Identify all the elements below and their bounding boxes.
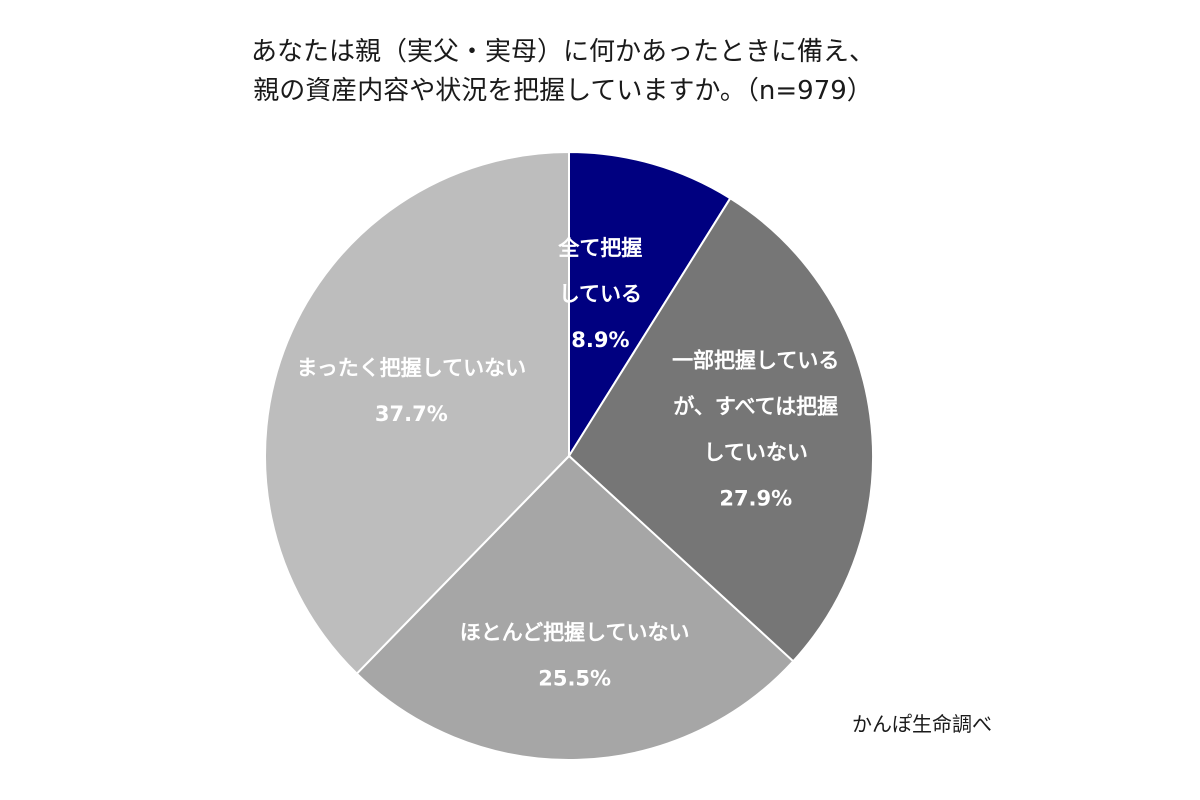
pie-slice-3 (355, 454, 795, 761)
slice-4-label-line: まったく把握していない (297, 356, 527, 380)
pie-slice-2 (567, 196, 874, 663)
pie-slices (264, 150, 874, 761)
pie-slice-1 (568, 150, 732, 460)
chart-title-line-1: あなたは親（実父・実母）に何かあったときに備え、 (251, 37, 875, 67)
slice-2-label-line: していない (704, 441, 808, 465)
slice-3-value-label: 25.5% (538, 667, 611, 691)
chart-title-line-2: 親の資産内容や状況を把握していますか。（n=979） (253, 76, 873, 106)
slice-2-value-label: 27.9% (719, 487, 792, 511)
slice-1-label-line: 全て把握 (557, 236, 642, 260)
slice-2-label-line: が、すべては把握 (673, 395, 838, 419)
slice-1-value-label: 8.9% (571, 328, 629, 352)
slice-4-value-label: 37.7% (375, 402, 448, 426)
chart-title: あなたは親（実父・実母）に何かあったときに備え、 親の資産内容や状況を把握してい… (251, 37, 875, 106)
source-note: かんぽ生命調べ (852, 712, 992, 736)
slice-1-label-line: している (559, 282, 642, 306)
pie-slice-4 (264, 150, 570, 676)
slice-2-label-line: 一部把握している (672, 349, 839, 373)
slice-3-label-line: ほとんど把握していない (460, 621, 690, 645)
